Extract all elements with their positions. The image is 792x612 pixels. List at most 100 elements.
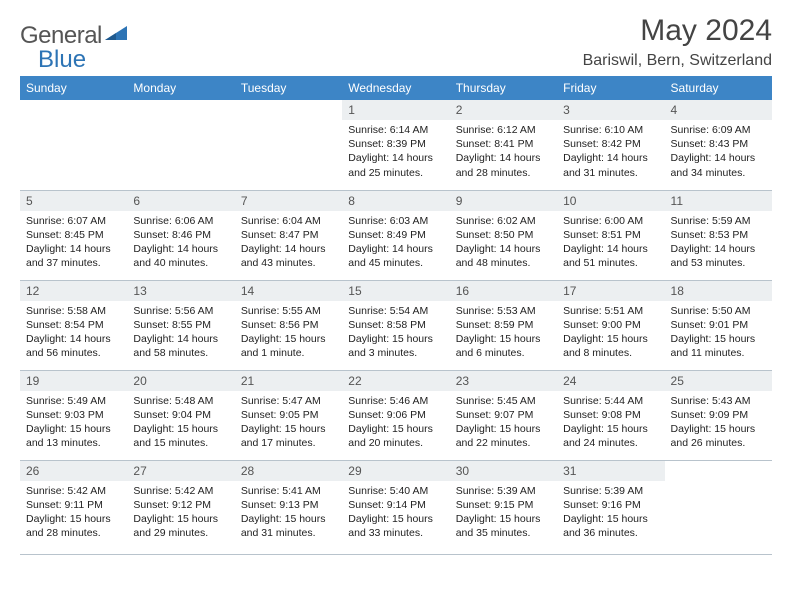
brand-logo: General bbox=[20, 14, 129, 50]
sunrise-text: Sunrise: 5:42 AM bbox=[133, 484, 228, 498]
day-number: 5 bbox=[20, 191, 127, 211]
calendar-cell: 2Sunrise: 6:12 AMSunset: 8:41 PMDaylight… bbox=[450, 100, 557, 190]
sunrise-text: Sunrise: 5:43 AM bbox=[671, 394, 766, 408]
sunrise-text: Sunrise: 6:14 AM bbox=[348, 123, 443, 137]
sunset-text: Sunset: 9:14 PM bbox=[348, 498, 443, 512]
daylight-text: Daylight: 15 hours and 31 minutes. bbox=[241, 512, 336, 540]
day-number: 11 bbox=[665, 191, 772, 211]
calendar-cell: 19Sunrise: 5:49 AMSunset: 9:03 PMDayligh… bbox=[20, 370, 127, 460]
sunrise-text: Sunrise: 5:55 AM bbox=[241, 304, 336, 318]
calendar-cell: 8Sunrise: 6:03 AMSunset: 8:49 PMDaylight… bbox=[342, 190, 449, 280]
header: General May 2024 Bariswil, Bern, Switzer… bbox=[20, 14, 772, 70]
daylight-text: Daylight: 14 hours and 25 minutes. bbox=[348, 151, 443, 179]
sunset-text: Sunset: 8:50 PM bbox=[456, 228, 551, 242]
weekday-header: Monday bbox=[127, 76, 234, 100]
calendar-cell: 11Sunrise: 5:59 AMSunset: 8:53 PMDayligh… bbox=[665, 190, 772, 280]
sunrise-text: Sunrise: 6:00 AM bbox=[563, 214, 658, 228]
calendar-row: 5 Sunrise: 6:07 AMSunset: 8:45 PM Daylight… bbox=[20, 190, 772, 280]
weekday-header: Thursday bbox=[450, 76, 557, 100]
calendar-cell: 18Sunrise: 5:50 AMSunset: 9:01 PMDayligh… bbox=[665, 280, 772, 370]
day-body: Sunrise: 5:42 AMSunset: 9:12 PMDaylight:… bbox=[127, 481, 234, 547]
sunrise-text: Sunrise: 6:02 AM bbox=[456, 214, 551, 228]
sunset-text: Sunset: 9:04 PM bbox=[133, 408, 228, 422]
daylight-text: Daylight: 14 hours and 56 minutes. bbox=[26, 332, 121, 360]
day-body: Sunrise: 5:49 AMSunset: 9:03 PMDaylight:… bbox=[20, 391, 127, 457]
daylight-text: Daylight: 15 hours and 33 minutes. bbox=[348, 512, 443, 540]
calendar-cell: 5Sunrise: 6:07 AMSunset: 8:45 PMDaylight… bbox=[20, 190, 127, 280]
calendar-row: 12Sunrise: 5:58 AMSunset: 8:54 PMDayligh… bbox=[20, 280, 772, 370]
daylight-text: Daylight: 15 hours and 24 minutes. bbox=[563, 422, 658, 450]
sunrise-text: Sunrise: 5:59 AM bbox=[671, 214, 766, 228]
day-number: 18 bbox=[665, 281, 772, 301]
day-number: 20 bbox=[127, 371, 234, 391]
day-body: Sunrise: 6:12 AMSunset: 8:41 PMDaylight:… bbox=[450, 120, 557, 186]
sunset-text: Sunset: 9:07 PM bbox=[456, 408, 551, 422]
sunset-text: Sunset: 8:49 PM bbox=[348, 228, 443, 242]
month-title: May 2024 bbox=[583, 14, 772, 48]
calendar-cell: 22Sunrise: 5:46 AMSunset: 9:06 PMDayligh… bbox=[342, 370, 449, 460]
day-body: Sunrise: 6:09 AMSunset: 8:43 PMDaylight:… bbox=[665, 120, 772, 186]
location-text: Bariswil, Bern, Switzerland bbox=[583, 52, 772, 70]
calendar-cell: 26Sunrise: 5:42 AMSunset: 9:11 PMDayligh… bbox=[20, 460, 127, 554]
daylight-text: Daylight: 14 hours and 34 minutes. bbox=[671, 151, 766, 179]
day-body: Sunrise: 5:43 AMSunset: 9:09 PMDaylight:… bbox=[665, 391, 772, 457]
sunrise-text: Sunrise: 5:54 AM bbox=[348, 304, 443, 318]
day-number: 29 bbox=[342, 461, 449, 481]
sunrise-text: Sunrise: 5:56 AM bbox=[133, 304, 228, 318]
calendar-cell: 13Sunrise: 5:56 AMSunset: 8:55 PMDayligh… bbox=[127, 280, 234, 370]
calendar-cell: 7Sunrise: 6:04 AMSunset: 8:47 PMDaylight… bbox=[235, 190, 342, 280]
daylight-text: Daylight: 14 hours and 53 minutes. bbox=[671, 242, 766, 270]
sunset-text: Sunset: 9:15 PM bbox=[456, 498, 551, 512]
weekday-header: Friday bbox=[557, 76, 664, 100]
day-number: 28 bbox=[235, 461, 342, 481]
calendar-cell: 25Sunrise: 5:43 AMSunset: 9:09 PMDayligh… bbox=[665, 370, 772, 460]
calendar-cell: 1Sunrise: 6:14 AMSunset: 8:39 PMDaylight… bbox=[342, 100, 449, 190]
day-body: Sunrise: 6:10 AMSunset: 8:42 PMDaylight:… bbox=[557, 120, 664, 186]
calendar-body: ......1Sunrise: 6:14 AMSunset: 8:39 PMDa… bbox=[20, 100, 772, 554]
day-number: 25 bbox=[665, 371, 772, 391]
sunrise-text: Sunrise: 6:09 AM bbox=[671, 123, 766, 137]
sunset-text: Sunset: 8:46 PM bbox=[133, 228, 228, 242]
sunrise-text: Sunrise: 5:50 AM bbox=[671, 304, 766, 318]
daylight-text: Daylight: 15 hours and 29 minutes. bbox=[133, 512, 228, 540]
day-number: 4 bbox=[665, 100, 772, 120]
day-number: 1 bbox=[342, 100, 449, 120]
sunrise-text: Sunrise: 6:07 AM bbox=[26, 214, 121, 228]
day-number: 22 bbox=[342, 371, 449, 391]
sunset-text: Sunset: 8:45 PM bbox=[26, 228, 121, 242]
day-body: Sunrise: 5:50 AMSunset: 9:01 PMDaylight:… bbox=[665, 301, 772, 367]
day-body: Sunrise: 5:46 AMSunset: 9:06 PMDaylight:… bbox=[342, 391, 449, 457]
day-number: 9 bbox=[450, 191, 557, 211]
daylight-text: Daylight: 15 hours and 3 minutes. bbox=[348, 332, 443, 360]
sunrise-text: Sunrise: 6:10 AM bbox=[563, 123, 658, 137]
sunset-text: Sunset: 8:55 PM bbox=[133, 318, 228, 332]
day-number: 13 bbox=[127, 281, 234, 301]
sunset-text: Sunset: 8:59 PM bbox=[456, 318, 551, 332]
sunrise-text: Sunrise: 5:42 AM bbox=[26, 484, 121, 498]
sunset-text: Sunset: 9:06 PM bbox=[348, 408, 443, 422]
calendar-cell: 9Sunrise: 6:02 AMSunset: 8:50 PMDaylight… bbox=[450, 190, 557, 280]
day-body: Sunrise: 5:44 AMSunset: 9:08 PMDaylight:… bbox=[557, 391, 664, 457]
calendar-cell: 30Sunrise: 5:39 AMSunset: 9:15 PMDayligh… bbox=[450, 460, 557, 554]
day-number: 14 bbox=[235, 281, 342, 301]
daylight-text: Daylight: 15 hours and 28 minutes. bbox=[26, 512, 121, 540]
day-body: Sunrise: 5:47 AMSunset: 9:05 PMDaylight:… bbox=[235, 391, 342, 457]
calendar-cell: .. bbox=[235, 100, 342, 190]
daylight-text: Daylight: 14 hours and 43 minutes. bbox=[241, 242, 336, 270]
calendar-cell: 12Sunrise: 5:58 AMSunset: 8:54 PMDayligh… bbox=[20, 280, 127, 370]
calendar-cell: .. bbox=[665, 460, 772, 554]
day-number: 8 bbox=[342, 191, 449, 211]
calendar-cell: 17Sunrise: 5:51 AMSunset: 9:00 PMDayligh… bbox=[557, 280, 664, 370]
day-body: Sunrise: 5:51 AMSunset: 9:00 PMDaylight:… bbox=[557, 301, 664, 367]
day-number: 31 bbox=[557, 461, 664, 481]
day-number: 23 bbox=[450, 371, 557, 391]
calendar-head: SundayMondayTuesdayWednesdayThursdayFrid… bbox=[20, 76, 772, 100]
day-body: Sunrise: 5:40 AMSunset: 9:14 PMDaylight:… bbox=[342, 481, 449, 547]
calendar-cell: 4Sunrise: 6:09 AMSunset: 8:43 PMDaylight… bbox=[665, 100, 772, 190]
sunset-text: Sunset: 9:00 PM bbox=[563, 318, 658, 332]
sunrise-text: Sunrise: 5:53 AM bbox=[456, 304, 551, 318]
sunset-text: Sunset: 8:54 PM bbox=[26, 318, 121, 332]
sunset-text: Sunset: 9:08 PM bbox=[563, 408, 658, 422]
day-body: Sunrise: 5:39 AMSunset: 9:16 PMDaylight:… bbox=[557, 481, 664, 547]
calendar-cell: 29Sunrise: 5:40 AMSunset: 9:14 PMDayligh… bbox=[342, 460, 449, 554]
